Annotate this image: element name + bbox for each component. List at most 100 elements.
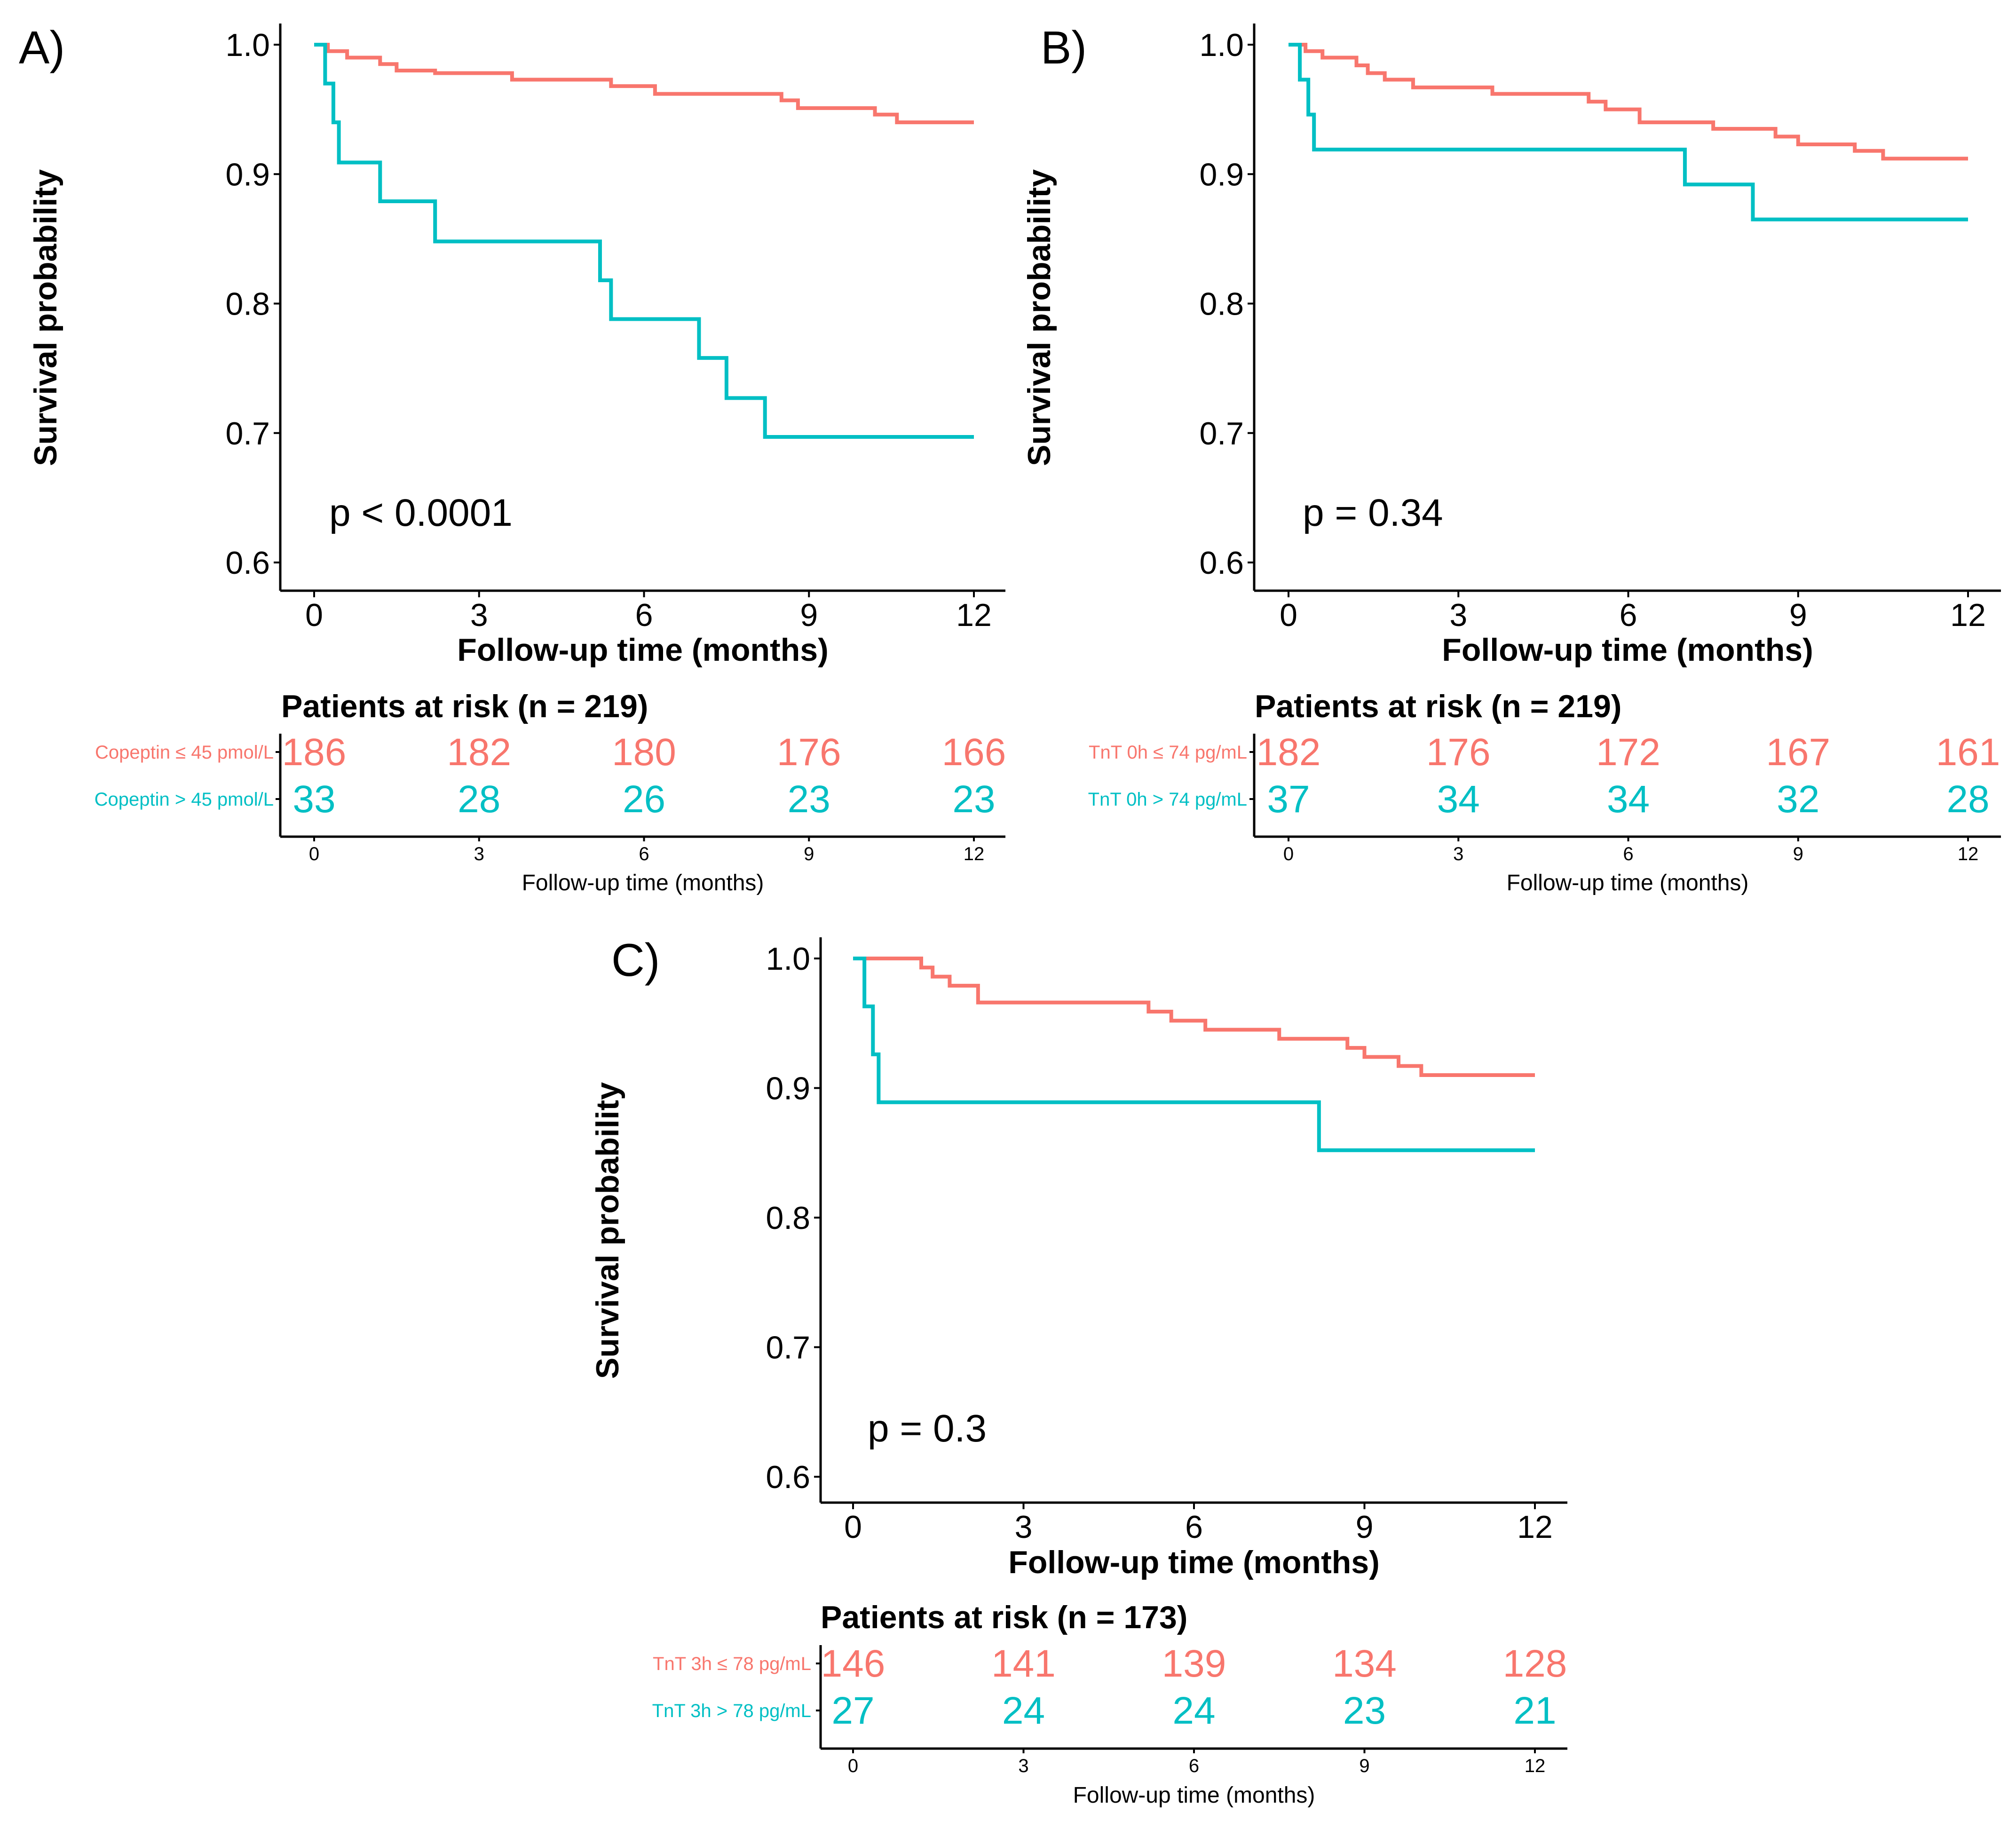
risk-count: 33 [293,778,335,821]
risk-count: 23 [1343,1689,1386,1732]
risk-x-tick-label: 0 [848,1756,858,1776]
risk-count: 139 [1162,1642,1226,1685]
survival-curve-low [314,43,974,125]
risk-row-label: TnT 0h ≤ 74 pg/mL [1089,742,1247,763]
y-axis-title: Survival probability [1021,169,1057,466]
risk-table-title: Patients at risk (n = 173) [821,1599,1187,1635]
risk-count: 166 [942,731,1006,774]
y-tick-label: 1.0 [766,941,810,977]
p-value-label: p < 0.0001 [329,491,513,534]
y-tick-label: 0.9 [225,157,270,192]
panel-letter: B) [1041,22,1087,73]
x-tick-label: 9 [1789,597,1807,633]
y-axis-title: Survival probability [28,169,63,466]
risk-x-axis-title: Follow-up time (months) [1073,1783,1315,1808]
risk-table-title: Patients at risk (n = 219) [1255,689,1621,724]
risk-count: 24 [1002,1689,1045,1732]
x-tick-label: 3 [1449,597,1467,633]
risk-x-tick-label: 3 [474,844,484,864]
risk-count: 186 [282,731,347,774]
x-tick-label: 6 [1185,1509,1203,1545]
risk-x-tick-label: 12 [1525,1756,1546,1776]
x-tick-label: 12 [1950,597,1986,633]
x-tick-label: 3 [1015,1509,1033,1545]
risk-count: 27 [831,1689,874,1732]
risk-count: 32 [1777,778,1819,821]
risk-x-axis-title: Follow-up time (months) [522,871,764,895]
panel-b: B) 0.6 0.7 0.8 0.9 1.0 0 3 6 9 12 Survival probabil… [1021,22,2001,895]
risk-row-label: TnT 0h > 74 pg/mL [1088,789,1247,810]
risk-count: 37 [1267,778,1310,821]
y-tick-label: 0.8 [766,1200,810,1236]
panel-c: C) 0.6 0.7 0.8 0.9 1.0 0 3 6 9 12 Survival probabil… [590,934,1567,1808]
y-tick-label: 1.0 [1199,27,1244,63]
x-tick-label: 9 [1356,1509,1374,1545]
y-tick-label: 0.6 [225,545,270,581]
risk-count: 26 [623,778,665,821]
risk-count: 182 [1257,731,1321,774]
risk-count: 161 [1936,731,2000,774]
risk-count: 28 [458,778,500,821]
y-tick-label: 0.8 [225,286,270,322]
risk-count: 167 [1766,731,1830,774]
risk-row-label: Copeptin ≤ 45 pmol/L [95,742,274,763]
risk-count: 23 [788,778,830,821]
risk-x-axis-title: Follow-up time (months) [1507,871,1749,895]
risk-count: 34 [1437,778,1480,821]
x-tick-label: 3 [470,597,488,633]
y-tick-label: 1.0 [225,27,270,63]
risk-count: 141 [991,1642,1056,1685]
risk-count: 134 [1332,1642,1397,1685]
risk-x-tick-label: 9 [1793,844,1803,864]
risk-x-tick-label: 6 [639,844,649,864]
y-tick-label: 0.6 [1199,545,1244,581]
panel-letter: C) [611,934,660,986]
risk-x-tick-label: 6 [1623,844,1633,864]
p-value-label: p = 0.3 [868,1407,987,1450]
x-tick-label: 0 [305,597,323,633]
y-tick-label: 0.7 [225,416,270,451]
y-tick-label: 0.7 [766,1330,810,1366]
x-tick-label: 6 [1620,597,1637,633]
risk-x-tick-label: 0 [1283,844,1294,864]
risk-x-tick-label: 12 [964,844,985,864]
survival-curve-high [1289,43,1968,222]
panel-a: A) 0.6 0.7 0.8 0.9 1.0 0 3 6 9 12 Survival probabil… [19,22,1006,895]
x-tick-label: 6 [635,597,653,633]
y-tick-label: 0.7 [1199,416,1244,451]
y-tick-label: 0.6 [766,1459,810,1495]
x-tick-label: 0 [1280,597,1297,633]
x-axis-title: Follow-up time (months) [457,632,828,668]
risk-count: 23 [952,778,995,821]
risk-row-label: TnT 3h > 78 pg/mL [652,1701,811,1721]
risk-x-tick-label: 12 [1958,844,1979,864]
y-axis-title: Survival probability [590,1082,625,1379]
risk-row-label: TnT 3h ≤ 78 pg/mL [653,1654,811,1674]
risk-count: 172 [1596,731,1660,774]
risk-table-title: Patients at risk (n = 219) [281,689,648,724]
x-tick-label: 12 [1517,1509,1553,1545]
x-tick-label: 12 [956,597,992,633]
risk-x-tick-label: 6 [1189,1756,1199,1776]
risk-count: 180 [612,731,676,774]
risk-count: 24 [1172,1689,1215,1732]
x-axis-title: Follow-up time (months) [1008,1544,1379,1580]
x-axis-title: Follow-up time (months) [1442,632,1813,668]
risk-x-tick-label: 9 [804,844,814,864]
p-value-label: p = 0.34 [1303,491,1443,534]
survival-curve-high [853,957,1535,1152]
risk-x-tick-label: 0 [309,844,319,864]
risk-count: 128 [1503,1642,1567,1685]
risk-count: 176 [1426,731,1491,774]
survival-curve-low [853,957,1535,1077]
risk-x-tick-label: 3 [1018,1756,1028,1776]
risk-count: 146 [821,1642,885,1685]
risk-count: 182 [447,731,511,774]
survival-curve-high [314,43,974,439]
risk-x-tick-label: 3 [1453,844,1463,864]
y-tick-label: 0.8 [1199,286,1244,322]
x-tick-label: 9 [800,597,818,633]
x-tick-label: 0 [844,1509,862,1545]
survival-curve-low [1289,43,1968,161]
